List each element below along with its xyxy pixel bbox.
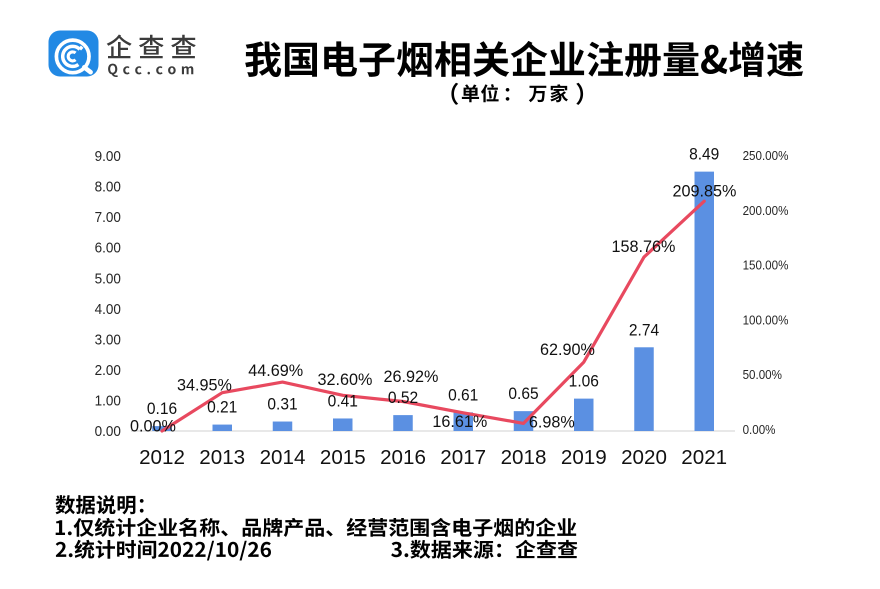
svg-text:5.00: 5.00 <box>95 271 121 288</box>
svg-text:2014: 2014 <box>260 446 306 469</box>
svg-text:0.65: 0.65 <box>508 386 538 403</box>
svg-text:0.61: 0.61 <box>448 387 478 404</box>
svg-text:250.00%: 250.00% <box>743 148 789 163</box>
svg-text:0.00%: 0.00% <box>743 422 776 437</box>
svg-text:0.52: 0.52 <box>388 390 418 407</box>
svg-text:0.31: 0.31 <box>267 396 297 413</box>
svg-text:8.49: 8.49 <box>689 146 719 163</box>
svg-text:2.00: 2.00 <box>95 362 121 379</box>
svg-text:200.00%: 200.00% <box>743 203 789 218</box>
svg-text:4.00: 4.00 <box>95 301 121 318</box>
svg-text:0.21: 0.21 <box>207 399 237 416</box>
svg-text:2016: 2016 <box>380 446 426 469</box>
svg-text:6.00: 6.00 <box>95 240 121 257</box>
svg-text:0.00%: 0.00% <box>130 418 176 436</box>
svg-text:100.00%: 100.00% <box>743 313 789 328</box>
svg-text:34.95%: 34.95% <box>177 377 232 395</box>
svg-text:32.60%: 32.60% <box>317 371 372 389</box>
svg-text:6.98%: 6.98% <box>529 414 575 432</box>
svg-text:0.00: 0.00 <box>95 423 121 440</box>
svg-text:2020: 2020 <box>621 446 667 469</box>
svg-text:209.85%: 209.85% <box>673 183 737 201</box>
svg-text:2013: 2013 <box>199 446 245 469</box>
svg-text:2019: 2019 <box>561 446 607 469</box>
svg-text:2017: 2017 <box>440 446 486 469</box>
svg-text:16.61%: 16.61% <box>432 413 487 431</box>
svg-text:2015: 2015 <box>320 446 366 469</box>
svg-text:0.41: 0.41 <box>328 393 358 410</box>
svg-text:9.00: 9.00 <box>95 148 121 165</box>
svg-text:0.16: 0.16 <box>147 401 177 418</box>
svg-text:2012: 2012 <box>139 446 185 469</box>
svg-text:158.76%: 158.76% <box>612 238 676 256</box>
svg-text:50.00%: 50.00% <box>743 367 782 382</box>
svg-text:150.00%: 150.00% <box>743 258 789 273</box>
svg-text:7.00: 7.00 <box>95 210 121 227</box>
svg-text:26.92%: 26.92% <box>384 368 439 386</box>
svg-text:44.69%: 44.69% <box>248 362 303 380</box>
svg-text:3.00: 3.00 <box>95 332 121 349</box>
svg-text:62.90%: 62.90% <box>540 341 595 359</box>
svg-text:8.00: 8.00 <box>95 179 121 196</box>
svg-text:2.74: 2.74 <box>629 322 659 339</box>
svg-text:1.00: 1.00 <box>95 393 121 410</box>
svg-text:2021: 2021 <box>681 446 727 469</box>
svg-text:2018: 2018 <box>501 446 547 469</box>
svg-text:1.06: 1.06 <box>569 373 599 390</box>
